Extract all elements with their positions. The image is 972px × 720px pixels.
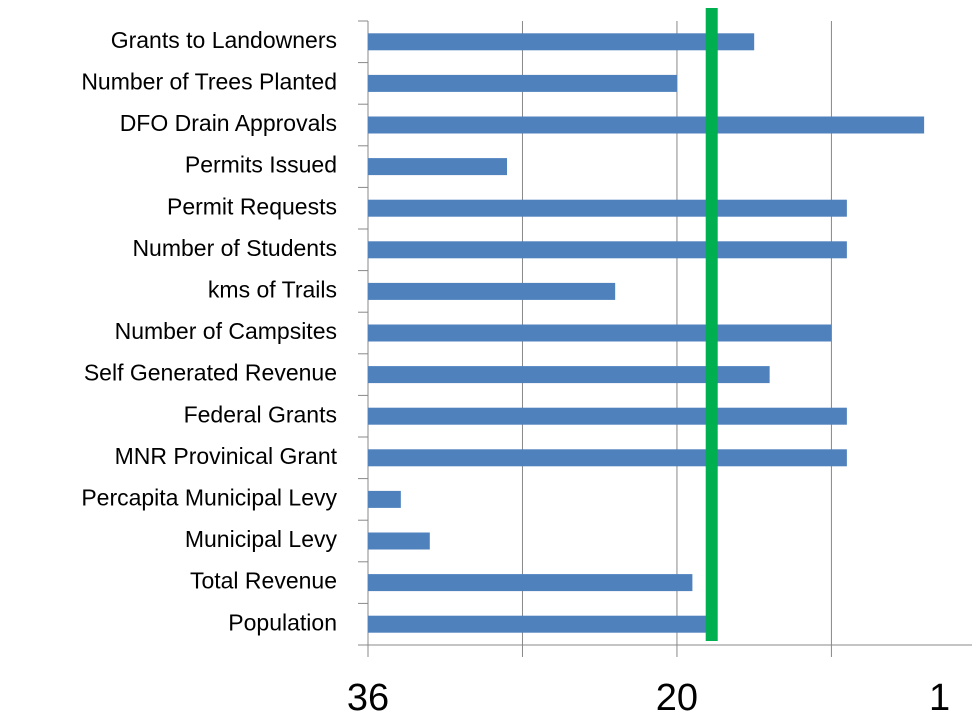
y-tick-label: Permits Issued bbox=[185, 152, 337, 178]
bar bbox=[368, 574, 693, 592]
bar bbox=[368, 74, 677, 92]
bar bbox=[368, 241, 847, 259]
x-tick-label: 1 bbox=[929, 677, 950, 719]
y-tick-label: Permit Requests bbox=[167, 193, 337, 219]
y-tick-label: Percapita Municipal Levy bbox=[81, 484, 337, 510]
y-tick-label: Self Generated Revenue bbox=[84, 360, 337, 386]
y-tick-label: MNR Provinical Grant bbox=[115, 443, 338, 469]
x-tick-label: 20 bbox=[656, 677, 698, 719]
y-tick-label: Federal Grants bbox=[184, 401, 337, 427]
bar bbox=[368, 199, 847, 217]
y-tick-label: Total Revenue bbox=[190, 568, 337, 594]
bar bbox=[368, 366, 770, 384]
bar bbox=[368, 532, 430, 550]
y-tick-label: Grants to Landowners bbox=[111, 27, 337, 53]
bar bbox=[368, 158, 508, 176]
bar bbox=[368, 490, 401, 508]
y-tick-label: Number of Campsites bbox=[115, 318, 337, 344]
bar bbox=[368, 407, 847, 425]
y-tick-label: DFO Drain Approvals bbox=[120, 110, 337, 136]
y-tick-label: Number of Trees Planted bbox=[81, 68, 337, 94]
bar bbox=[368, 33, 755, 51]
y-tick-label: kms of Trails bbox=[208, 276, 337, 302]
bar bbox=[368, 324, 832, 342]
y-tick-label: Number of Students bbox=[132, 235, 337, 261]
bar bbox=[368, 282, 616, 300]
bar bbox=[368, 116, 925, 134]
bar bbox=[368, 615, 708, 633]
y-tick-label: Population bbox=[228, 609, 337, 635]
x-tick-label: 36 bbox=[347, 677, 389, 719]
bar bbox=[368, 449, 847, 467]
y-tick-label: Municipal Levy bbox=[185, 526, 338, 552]
